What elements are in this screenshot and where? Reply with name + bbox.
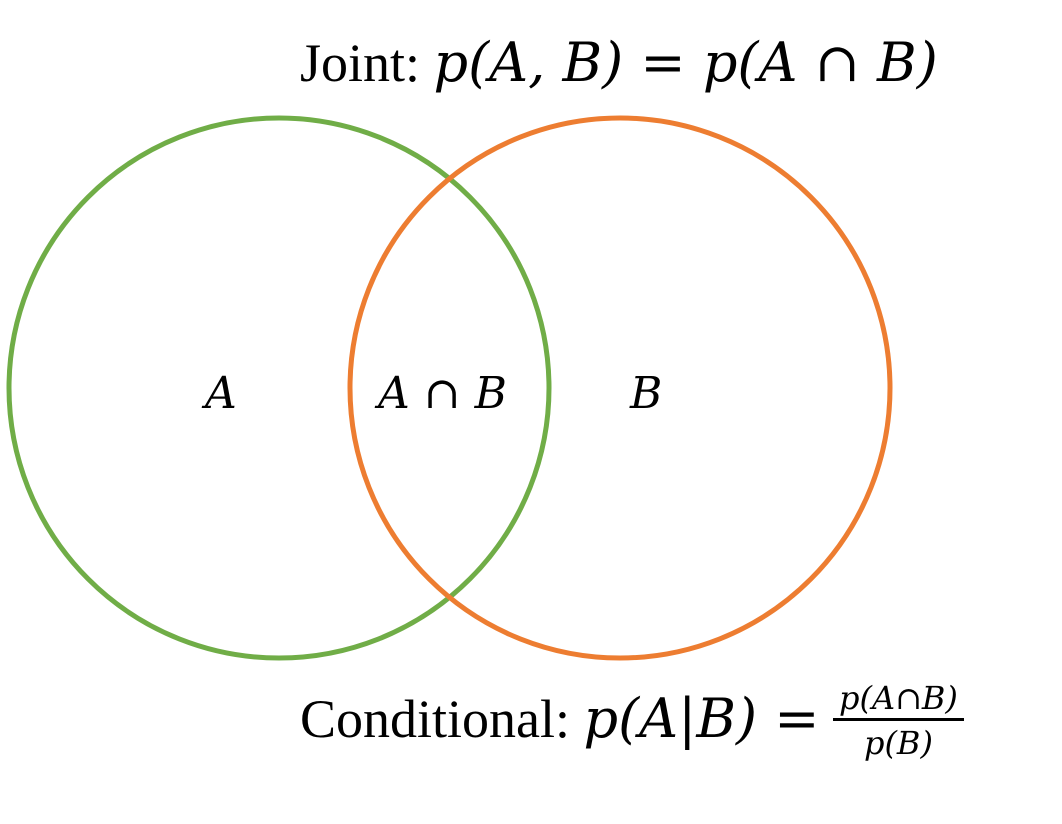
circle-a bbox=[6, 115, 552, 661]
joint-expression: p(A, B) = p(A ∩ B) bbox=[433, 31, 938, 94]
fraction-denominator: p(B) bbox=[863, 724, 933, 762]
region-label-b: B bbox=[630, 368, 663, 419]
conditional-lhs: p(A|B) = bbox=[583, 686, 820, 750]
joint-formula: Joint: p(A, B) = p(A ∩ B) bbox=[300, 33, 938, 93]
joint-label: Joint: bbox=[300, 33, 421, 93]
conditional-formula: Conditional: p(A|B) = p(A∩B) p(B) bbox=[300, 682, 964, 763]
conditional-label: Conditional: bbox=[300, 688, 570, 749]
circle-b bbox=[347, 115, 893, 661]
fraction-numerator: p(A∩B) bbox=[833, 682, 964, 721]
conditional-fraction: p(A∩B) p(B) bbox=[833, 682, 964, 759]
region-label-intersection: A ∩ B bbox=[378, 368, 507, 419]
region-label-a: A bbox=[205, 368, 237, 419]
